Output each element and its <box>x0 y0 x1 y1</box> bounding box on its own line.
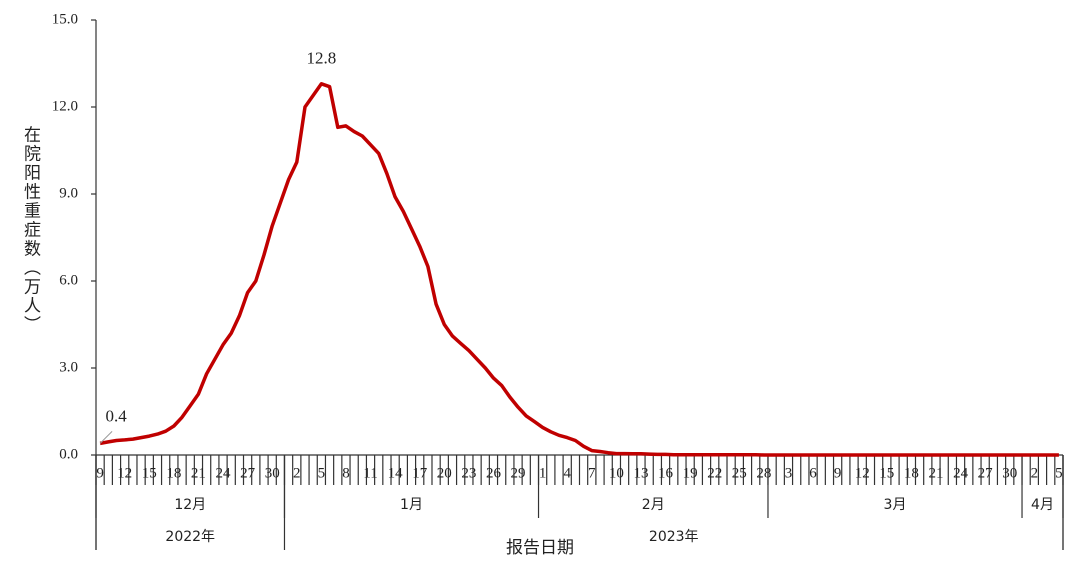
year-label: 2022年 <box>165 529 215 545</box>
x-tick-label: 6 <box>809 465 817 481</box>
x-tick-label: 3 <box>785 465 793 481</box>
y-tick-label: 0.0 <box>59 446 78 462</box>
x-tick-label: 12 <box>117 465 132 481</box>
y-axis-title: 在院阳性重症数（万人） <box>20 125 41 334</box>
x-tick-label: 17 <box>412 465 428 481</box>
x-tick-label: 26 <box>486 465 502 481</box>
x-tick-label: 18 <box>166 465 181 481</box>
x-tick-label: 21 <box>928 465 943 481</box>
x-tick-label: 8 <box>342 465 350 481</box>
y-tick-label: 12.0 <box>52 98 78 114</box>
x-tick-label: 29 <box>511 465 526 481</box>
x-tick-label: 25 <box>732 465 747 481</box>
x-tick-label: 2 <box>1031 465 1039 481</box>
data-label: 12.8 <box>306 49 336 68</box>
x-tick-label: 5 <box>318 465 326 481</box>
month-label: 12月 <box>174 497 206 513</box>
x-tick-label: 10 <box>609 465 624 481</box>
month-label: 2月 <box>642 497 665 513</box>
x-tick-label: 18 <box>904 465 919 481</box>
x-tick-label: 27 <box>240 465 256 481</box>
x-tick-label: 15 <box>142 465 157 481</box>
x-tick-label: 16 <box>658 465 674 481</box>
x-tick-label: 9 <box>834 465 842 481</box>
x-tick-label: 7 <box>588 465 596 481</box>
y-tick-label: 3.0 <box>59 359 78 375</box>
x-tick-label: 24 <box>216 465 232 481</box>
x-tick-label: 24 <box>953 465 969 481</box>
x-tick-label: 27 <box>978 465 994 481</box>
x-tick-label: 30 <box>265 465 280 481</box>
year-label: 2023年 <box>649 529 699 545</box>
x-axis-title: 报告日期 <box>506 538 574 558</box>
y-tick-label: 15.0 <box>52 11 78 27</box>
label-leader <box>99 431 113 444</box>
x-tick-label: 28 <box>756 465 771 481</box>
line <box>99 82 1059 457</box>
x-tick-label: 20 <box>437 465 452 481</box>
month-label: 4月 <box>1031 497 1054 513</box>
x-tick-label: 22 <box>707 465 722 481</box>
month-label: 1月 <box>400 497 423 513</box>
y-tick-label: 9.0 <box>59 185 78 201</box>
x-tick-label: 15 <box>879 465 894 481</box>
x-tick-label: 11 <box>363 465 377 481</box>
x-tick-label: 14 <box>388 465 404 481</box>
data-label: 0.4 <box>105 406 127 425</box>
x-tick-label: 4 <box>563 465 571 481</box>
x-tick-label: 9 <box>96 465 104 481</box>
month-label: 3月 <box>884 497 907 513</box>
x-tick-label: 23 <box>461 465 476 481</box>
x-tick-label: 2 <box>293 465 301 481</box>
x-tick-label: 5 <box>1055 465 1063 481</box>
x-tick-label: 1 <box>539 465 547 481</box>
x-tick-label: 12 <box>855 465 870 481</box>
y-tick-label: 6.0 <box>59 272 78 288</box>
x-tick-label: 21 <box>191 465 206 481</box>
x-tick-label: 30 <box>1002 465 1017 481</box>
x-tick-label: 13 <box>633 465 648 481</box>
x-tick-label: 19 <box>683 465 698 481</box>
